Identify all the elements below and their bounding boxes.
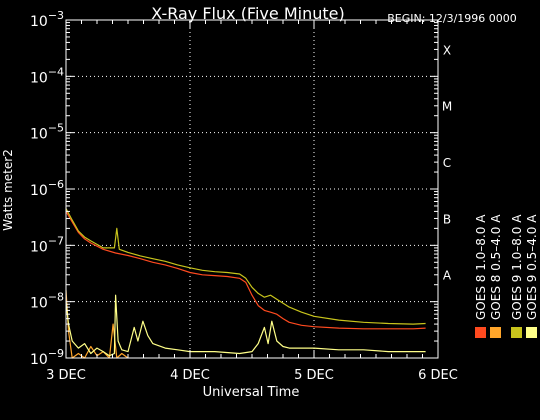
series-line-4 <box>65 294 426 357</box>
y-tick-exponent: −3 <box>48 9 64 22</box>
y-tick-base: 10 <box>30 14 48 30</box>
x-tick-label: 4 DEC <box>170 368 210 383</box>
y-tick-exponent: −7 <box>48 234 64 247</box>
y-tick-base: 10 <box>30 127 48 143</box>
flare-class-label: A <box>443 269 452 283</box>
y-tick-exponent: −5 <box>48 122 64 135</box>
legend-label: GOES 8 0.5–4.0 A <box>489 214 503 320</box>
legend-label: GOES 8 1.0–8.0 A <box>474 214 488 320</box>
legend: GOES 8 1.0–8.0 A GOES 8 0.5–4.0 A GOES 9 1… <box>474 214 539 338</box>
y-tick-label: 10−8 <box>30 291 64 312</box>
chart-title: X-Ray Flux (Five Minute) <box>151 4 344 23</box>
y-tick-exponent: −9 <box>48 347 64 360</box>
series-line-1 <box>65 211 426 330</box>
y-tick-exponent: −8 <box>48 291 64 304</box>
y-tick-label: 10−6 <box>30 178 64 199</box>
y-tick-labels: 10−910−810−710−610−510−410−3 <box>30 9 64 368</box>
flare-class-label: B <box>443 212 451 226</box>
y-tick-base: 10 <box>30 352 48 368</box>
flare-class-label: C <box>443 156 451 170</box>
y-tick-base: 10 <box>30 239 48 255</box>
axes <box>65 19 439 359</box>
x-tick-label: 6 DEC <box>418 368 458 383</box>
grid <box>66 20 438 358</box>
begin-date: BEGIN: 12/3/1996 0000 <box>387 12 517 25</box>
legend-swatch <box>526 327 537 338</box>
flare-class-label: M <box>442 100 452 114</box>
y-tick-label: 10−3 <box>30 9 64 30</box>
flare-class-labels: A B C M X <box>442 43 452 282</box>
flare-class-label: X <box>443 43 451 57</box>
y-tick-label: 10−4 <box>30 65 64 86</box>
legend-swatch <box>475 327 486 338</box>
x-tick-label: 5 DEC <box>294 368 334 383</box>
y-tick-exponent: −6 <box>48 178 64 191</box>
y-tick-base: 10 <box>30 296 48 312</box>
y-tick-base: 10 <box>30 183 48 199</box>
y-tick-exponent: −4 <box>48 65 64 78</box>
legend-swatch <box>490 327 501 338</box>
y-tick-label: 10−7 <box>30 234 64 255</box>
x-tick-labels: 3 DEC 4 DEC 5 DEC 6 DEC <box>46 368 458 383</box>
series-line-3 <box>65 208 426 325</box>
x-tick-label: 3 DEC <box>46 368 86 383</box>
y-tick-label: 10−9 <box>30 347 64 368</box>
x-axis-label: Universal Time <box>203 385 300 400</box>
y-tick-base: 10 <box>30 70 48 86</box>
legend-swatch <box>511 327 522 338</box>
legend-label: GOES 9 0.5–4.0 A <box>525 214 539 320</box>
y-tick-label: 10−5 <box>30 122 64 143</box>
y-axis-label: Watts meter2 <box>1 149 15 231</box>
legend-label: GOES 9 1.0–8.0 A <box>510 214 524 320</box>
